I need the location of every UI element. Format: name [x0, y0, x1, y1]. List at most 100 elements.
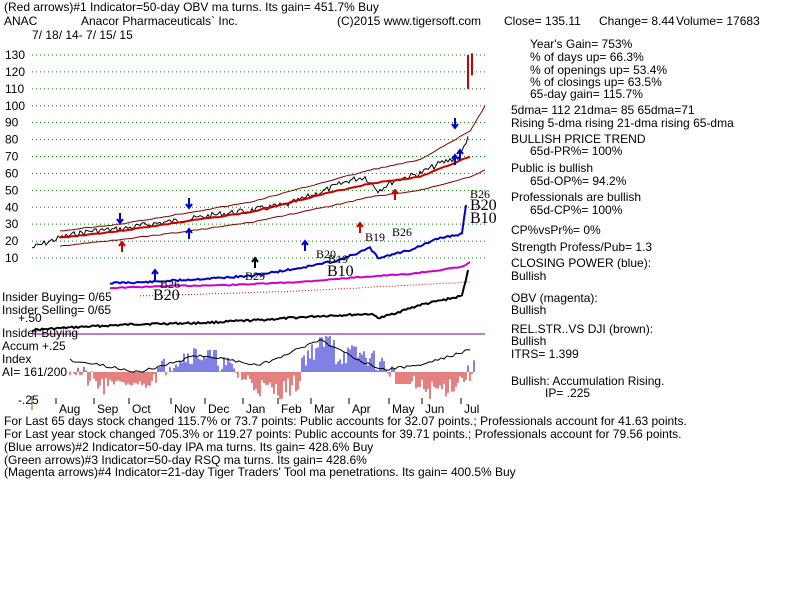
annotation-5: B10 [327, 263, 354, 280]
ip-value: IP= .225 [545, 386, 591, 400]
annotation-0: B26 [160, 277, 180, 291]
change-value: Change= 8.44 [599, 14, 675, 28]
relstr-value: Bullish [511, 334, 547, 348]
accum-ma [69, 338, 471, 373]
y-tick-60: 60 [5, 166, 19, 180]
pro-title: Professionals are bullish [511, 190, 642, 204]
annotation-10: B10 [470, 210, 497, 227]
insider-buying-label: Insider Buying= 0/65 [2, 290, 112, 304]
obv-ma [139, 281, 471, 297]
trend-value: 65d-PR%= 100% [530, 144, 623, 158]
buy-arrow-red [356, 221, 364, 233]
annotation-6: B19 [365, 230, 385, 244]
dma-rising: Rising 5-dma rising 21-dma rising 65-dma [511, 116, 734, 130]
annotation-3: B20 [316, 247, 336, 261]
footer-line-2: (Blue arrows)#2 Indicator=50-day IPA ma … [4, 440, 374, 454]
stat-1: % of days up= 66.3% [530, 50, 644, 64]
footer-line-0: For Last 65 days stock changed 115.7% or… [4, 414, 687, 428]
buy-arrow-blue [301, 239, 309, 251]
strength: Strength Profess/Pub= 1.3 [511, 240, 653, 254]
y-tick-100: 100 [5, 99, 25, 113]
close-value: Close= 135.11 [504, 14, 581, 28]
stat-0: Year's Gain= 753% [530, 37, 633, 51]
buy-arrow-blue [451, 118, 459, 130]
x-month-aug: Aug [59, 402, 80, 416]
closing-power-value: Bullish [511, 269, 547, 283]
x-month-apr: Apr [352, 402, 371, 416]
company: Anacor Pharmaceuticals` Inc. [81, 14, 238, 28]
annotation-1: B20 [153, 287, 180, 304]
x-month-oct: Oct [132, 402, 151, 416]
y-tick-70: 70 [5, 150, 19, 164]
accum-label: Accum +.25 [2, 339, 66, 353]
pro-value: 65d-CP%= 100% [530, 203, 623, 217]
buy-arrow-blue [451, 153, 459, 165]
volume-value: Volume= 17683 [676, 14, 760, 28]
stat-2: % of openings up= 53.4% [530, 63, 668, 77]
buy-arrow-blue [456, 148, 464, 160]
obv-value: Bullish [511, 303, 547, 317]
closing-power-title: CLOSING POWER (blue): [511, 256, 652, 270]
minus25-label: -.25 [18, 393, 39, 407]
plus50-label: +.50 [18, 311, 42, 325]
index-label: Index [2, 352, 32, 366]
buy-arrow-red [118, 240, 126, 252]
buy-arrow-blue [116, 213, 124, 225]
annotation-4: B19 [328, 252, 348, 266]
lower-band [59, 169, 486, 247]
dma-values: 5dma= 112 21dma= 85 65dma=71 [511, 103, 695, 117]
ticker: ANAC [4, 14, 38, 28]
y-tick-80: 80 [5, 133, 19, 147]
y-tick-90: 90 [5, 116, 19, 130]
ma-65 [59, 155, 471, 239]
x-month-jun: Jun [425, 402, 444, 416]
x-month-feb: Feb [281, 402, 302, 416]
x-month-sep: Sep [97, 402, 119, 416]
footer-line-4: (Magenta arrows)#4 Indicator=21-day Tige… [4, 465, 516, 479]
closing-power-line [109, 204, 467, 285]
itrs-value: ITRS= 1.399 [511, 347, 579, 361]
date-range: 7/ 18/ 14- 7/ 15/ 15 [32, 28, 133, 42]
buy-arrow-black [251, 256, 259, 268]
buy-arrow-blue [151, 268, 159, 280]
upper-band [59, 105, 486, 232]
stat-3: % of closings up= 63.5% [530, 75, 662, 89]
relative-strength-line [31, 269, 469, 332]
x-month-mar: Mar [314, 402, 335, 416]
stat-4: 65-day gain= 115.7% [530, 87, 643, 101]
annotation-8: B26 [470, 187, 490, 201]
annotation-9: B20 [470, 197, 497, 214]
x-month-may: May [392, 402, 415, 416]
accum-status: Bullish: Accumulation Rising. [511, 374, 665, 388]
copyright: (C)2015 www.tigersoft.com [337, 14, 482, 28]
y-tick-130: 130 [5, 48, 25, 62]
relstr-title: REL.STR..VS DJI (brown): [511, 322, 654, 336]
cp-vs-pr: CP%vsPr%= 0% [511, 223, 601, 237]
insider-selling-label: Insider Selling= 0/65 [2, 303, 112, 317]
obv-title: OBV (magenta): [511, 291, 598, 305]
x-month-jan: Jan [246, 402, 265, 416]
footer-line-1: For Last year stock changed 705.3% or 11… [4, 427, 682, 441]
obv-line [109, 261, 471, 290]
annotation-2: B29 [245, 269, 265, 283]
x-month-jul: Jul [464, 402, 479, 416]
y-tick-30: 30 [5, 217, 19, 231]
public-value: 65d-OP%= 94.2% [530, 174, 627, 188]
annotation-7: B26 [392, 225, 412, 239]
footer-line-3: (Green arrows)#3 Indicator=50-day RSQ ma… [4, 453, 367, 467]
y-tick-10: 10 [5, 251, 19, 265]
header-line1: (Red arrows)#1 Indicator=50-day OBV ma t… [4, 0, 379, 14]
x-month-nov: Nov [174, 402, 195, 416]
y-tick-50: 50 [5, 183, 19, 197]
buy-arrow-blue [185, 227, 193, 239]
buy-arrow-blue [185, 198, 193, 210]
ai-label: AI= 161/200 [2, 365, 68, 379]
public-title: Public is bullish [511, 161, 594, 175]
insider-buying-label-2: Insider Buying [2, 326, 79, 340]
y-tick-110: 110 [5, 82, 24, 96]
trend-title: BULLISH PRICE TREND [511, 132, 646, 146]
y-tick-20: 20 [5, 234, 19, 248]
y-tick-120: 120 [5, 65, 25, 79]
y-tick-40: 40 [5, 200, 19, 214]
